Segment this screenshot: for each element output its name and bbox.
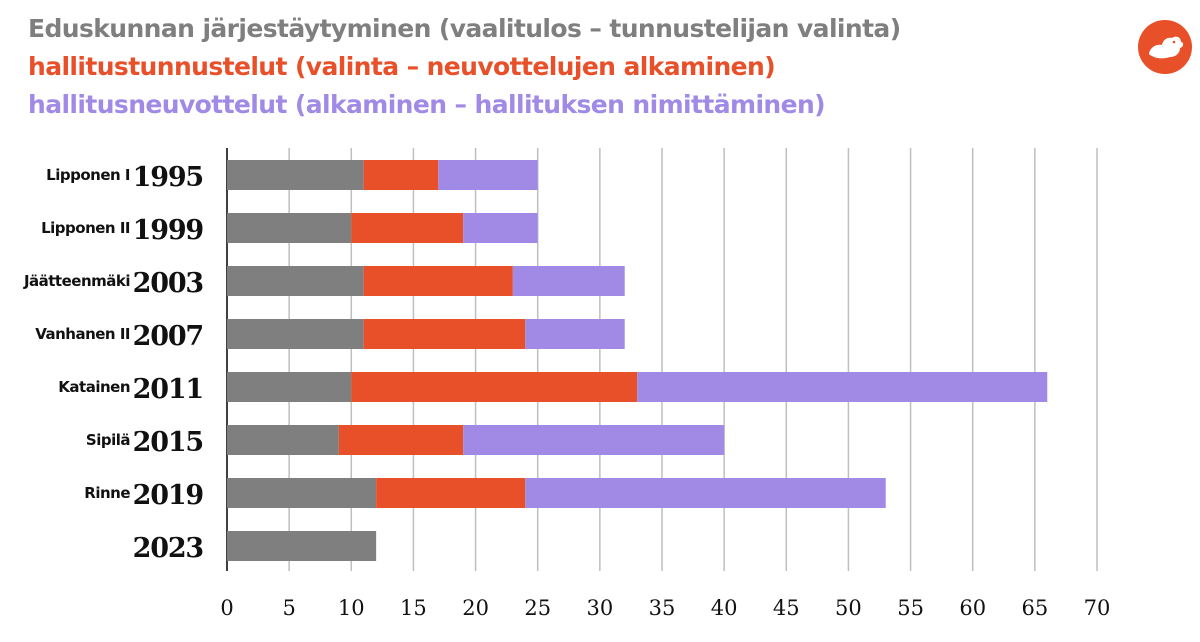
year-label: 2003 <box>133 268 204 299</box>
bar-segment <box>227 266 364 296</box>
squirrel-icon <box>1138 20 1192 74</box>
x-tick-label: 25 <box>524 596 551 620</box>
bar-segment <box>227 531 377 561</box>
cabinet-label: Katainen <box>58 378 130 396</box>
legend-label-exploration: hallitustunnustelut (valinta – neuvottel… <box>28 52 776 81</box>
x-tick-label: 70 <box>1084 596 1111 620</box>
bar-segment <box>363 160 439 190</box>
year-label: 2019 <box>133 480 204 511</box>
year-label: 2011 <box>133 374 203 405</box>
x-tick-label: 20 <box>462 596 489 620</box>
year-label: 2015 <box>133 427 203 458</box>
cabinet-label: Jäätteenmäki <box>23 272 130 290</box>
legend: Eduskunnan järjestäytyminen (vaalitulos … <box>28 10 901 124</box>
legend-label-organisation: Eduskunnan järjestäytyminen (vaalitulos … <box>28 14 901 43</box>
bar-segment <box>351 213 464 243</box>
bar-segment <box>438 160 538 190</box>
x-tick-label: 50 <box>835 596 862 620</box>
bar-segment <box>338 425 464 455</box>
legend-label-negotiation: hallitusneuvottelut (alkaminen – hallitu… <box>28 90 826 119</box>
bar-segment <box>363 319 526 349</box>
bar-segment <box>227 425 339 455</box>
year-label: 2007 <box>133 321 203 352</box>
x-tick-label: 60 <box>959 596 986 620</box>
cabinet-label: Rinne <box>84 484 130 502</box>
bar-segment <box>525 319 625 349</box>
bar-segment <box>227 478 377 508</box>
bar-segment <box>351 372 638 402</box>
bar-segment <box>525 478 886 508</box>
x-tick-label: 55 <box>897 596 924 620</box>
x-tick-label: 0 <box>220 596 233 620</box>
year-label: 1999 <box>133 215 204 246</box>
x-tick-label: 65 <box>1021 596 1048 620</box>
cabinet-label: Vanhanen II <box>35 325 130 343</box>
bar-segment <box>227 160 364 190</box>
cabinet-label: Lipponen II <box>41 219 130 237</box>
bar-segment <box>376 478 526 508</box>
bar-segment <box>463 213 538 243</box>
x-tick-label: 10 <box>338 596 365 620</box>
x-tick-label: 15 <box>400 596 427 620</box>
bar-segment <box>227 213 352 243</box>
cabinet-label: Lipponen I <box>46 166 130 184</box>
bar-segment <box>637 372 1048 402</box>
x-tick-label: 40 <box>711 596 738 620</box>
bar-segment <box>227 372 352 402</box>
x-tick-label: 5 <box>282 596 295 620</box>
x-tick-label: 30 <box>586 596 613 620</box>
x-tick-label: 35 <box>649 596 676 620</box>
bar-segment <box>363 266 513 296</box>
bar-segment <box>512 266 625 296</box>
bar-segment <box>227 319 364 349</box>
year-label: 2023 <box>133 533 204 564</box>
cabinet-label: Sipilä <box>86 431 130 449</box>
x-tick-label: 45 <box>773 596 800 620</box>
year-label: 1995 <box>133 162 203 193</box>
bar-segment <box>463 425 725 455</box>
